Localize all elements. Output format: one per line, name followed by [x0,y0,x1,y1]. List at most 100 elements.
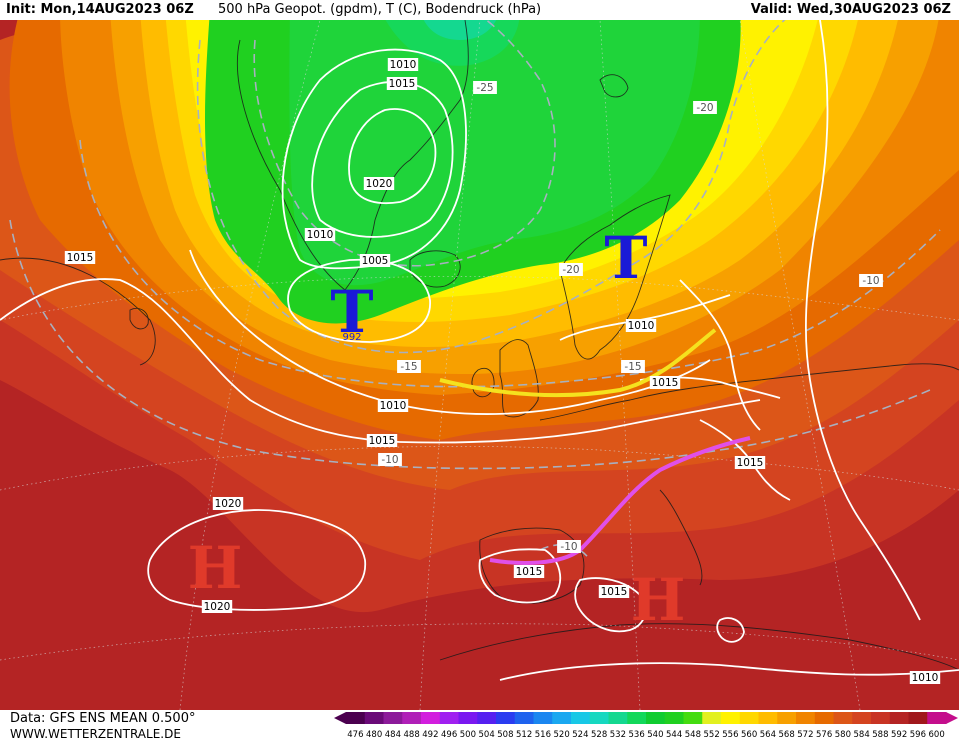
scale-tick-label: 524 [572,730,588,740]
low-pressure-symbol: T [330,278,373,346]
isobar-label-box [359,254,391,267]
italy [659,489,703,586]
newfoundland [129,307,149,330]
scale-tick-label: 528 [591,730,607,740]
scale-tick-label: 548 [685,730,701,740]
website: WWW.WETTERZENTRALE.DE [10,727,181,741]
isobar-label-box [598,585,630,598]
isobar-label: 1020 [366,178,393,190]
trough-axis-magenta [489,436,751,565]
scale-tick-label: 520 [554,730,570,740]
scale-swatch [458,712,478,724]
isobar-label: 1015 [516,566,543,578]
isobars [0,20,959,681]
scale-swatch [627,712,647,724]
scale-swatch [514,712,534,724]
isobar-label: 1010 [380,400,407,412]
scale-tick-label: 544 [666,730,682,740]
scale-tick-label: 476 [347,730,363,740]
coastlines [0,20,959,671]
scale-swatch [814,712,834,724]
isobar-iberia-1015 [478,548,562,604]
color-scale-legend: 476 480 484 488 492 496 500 504 508 512 516 520 524 5… [334,712,958,740]
scale-swatch [589,712,609,724]
isobar-label: 1010 [390,59,417,71]
data-source: Data: GFS ENS MEAN 0.500° [10,711,196,726]
scale-tick-label: 552 [704,730,720,740]
scale-swatch [421,712,441,724]
isotherm-minus15 [79,139,941,388]
scale-tick-label: 592 [891,730,907,740]
isotherm-label: -15 [624,361,641,373]
isobar-label-box [649,376,681,389]
scale-tick-label: 576 [816,730,832,740]
scale-tick-label: 536 [629,730,645,740]
isobar-label: 1010 [912,672,939,684]
isobar-greenland-1015 [311,80,454,238]
isobar-label-box [386,77,418,90]
isotherm-label: -20 [562,264,579,276]
isobar-label: 1015 [389,78,416,90]
isobar-azores-1020 [147,509,366,611]
isobar-label: 1015 [601,586,628,598]
isobar-label: 1020 [204,601,231,613]
isobar-label: 1015 [652,377,679,389]
scale-tick-label: 588 [872,730,888,740]
iceland-coast [409,250,461,288]
isotherm-minus20 [196,20,786,354]
isotherm-label-box [859,274,883,287]
band-536 [423,20,497,40]
isobar-greenland-1020 [348,108,437,205]
isobar-label: 1010 [307,229,334,241]
scale-tick-label: 492 [422,730,438,740]
scale-swatch [346,712,366,724]
scale-tick-label: 596 [910,730,926,740]
scale-arrow-low [334,712,346,724]
isobar-label-box [909,671,941,684]
scale-swatch [702,712,722,724]
isobar-label-box [366,434,398,447]
scale-swatch [739,712,759,724]
isobar-label-box [363,177,395,190]
isobar-label-box [625,319,657,332]
isobar-label: 1010 [628,320,655,332]
isotherm-label-box [693,101,717,114]
isobar-label: 1015 [369,435,396,447]
scale-swatch [402,712,422,724]
scale-tick-label: 580 [835,730,851,740]
isotherm-label: -10 [381,454,398,466]
isobar-atlantic-1015 [0,278,761,444]
continental-europe [539,363,959,421]
isobar-east-1010 [804,20,921,621]
map-header: Init: Mon,14AUG2023 06Z 500 hPa Geopot. … [0,0,959,20]
scale-tick-label: 500 [460,730,476,740]
iberia [479,527,585,604]
scale-tick-label: 572 [797,730,813,740]
scale-swatch [439,712,459,724]
isobar-label: 1005 [362,255,389,267]
isotherm-label-box [397,360,421,373]
weather-map: T T H H 992 1010 1015 1020 1010 1005 1015 1010 1015 1… [0,20,959,710]
scale-arrow-high [946,712,958,724]
scale-tick-label: 496 [441,730,457,740]
isobar-label-box [201,600,233,613]
high-pressure-symbol: H [631,566,686,634]
isotherm-label-box [621,360,645,373]
scale-tick-label: 512 [516,730,532,740]
scale-swatch [383,712,403,724]
trough-axis-yellow [439,328,717,398]
isotherm-label-box [557,540,581,553]
scale-swatch [364,712,384,724]
isobar-atlantic-1010 [189,249,711,415]
scale-tick-label: 488 [404,730,420,740]
scale-swatch [721,712,741,724]
scale-swatch [496,712,516,724]
isotherm-minus25 [253,20,556,267]
scale-swatch [646,712,666,724]
scale-swatch [608,712,628,724]
isotherm-label: -10 [862,275,879,287]
isotherm-label: -15 [400,361,417,373]
isobar-label-box [387,58,419,71]
isobar-label: 1020 [215,498,242,510]
scale-swatch [796,712,816,724]
